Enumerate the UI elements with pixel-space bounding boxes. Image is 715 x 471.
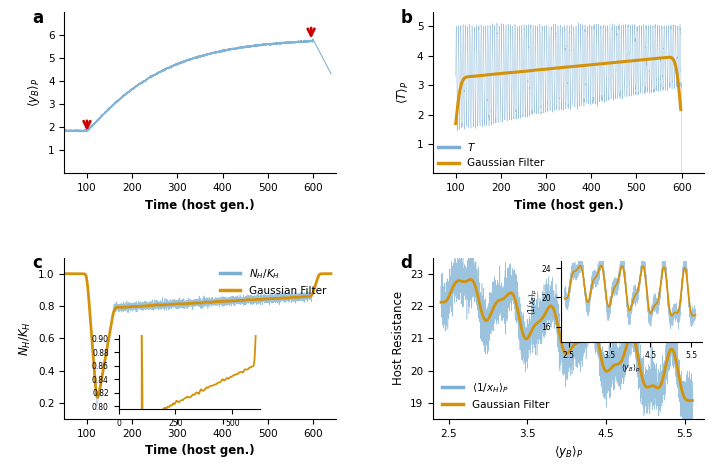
Y-axis label: $\langle T \rangle_P$: $\langle T \rangle_P$ bbox=[396, 81, 411, 104]
Legend: $T$, Gaussian Filter: $T$, Gaussian Filter bbox=[438, 141, 545, 168]
X-axis label: $\langle y_B \rangle_P$: $\langle y_B \rangle_P$ bbox=[554, 445, 583, 461]
Legend: $N_H/K_H$, Gaussian Filter: $N_H/K_H$, Gaussian Filter bbox=[215, 263, 330, 300]
Y-axis label: $\langle y_B \rangle_P$: $\langle y_B \rangle_P$ bbox=[26, 78, 42, 107]
Text: c: c bbox=[31, 254, 41, 272]
X-axis label: Time (host gen.): Time (host gen.) bbox=[145, 445, 255, 457]
Text: d: d bbox=[400, 254, 413, 272]
X-axis label: Time (host gen.): Time (host gen.) bbox=[145, 199, 255, 212]
Legend: $\langle 1/x_H \rangle_P$, Gaussian Filter: $\langle 1/x_H \rangle_P$, Gaussian Filt… bbox=[438, 377, 553, 414]
Y-axis label: Host Resistance: Host Resistance bbox=[392, 291, 405, 385]
Y-axis label: $N_H/K_H$: $N_H/K_H$ bbox=[17, 321, 33, 356]
X-axis label: Time (host gen.): Time (host gen.) bbox=[514, 199, 623, 212]
Text: b: b bbox=[400, 8, 413, 26]
Text: a: a bbox=[31, 8, 43, 26]
